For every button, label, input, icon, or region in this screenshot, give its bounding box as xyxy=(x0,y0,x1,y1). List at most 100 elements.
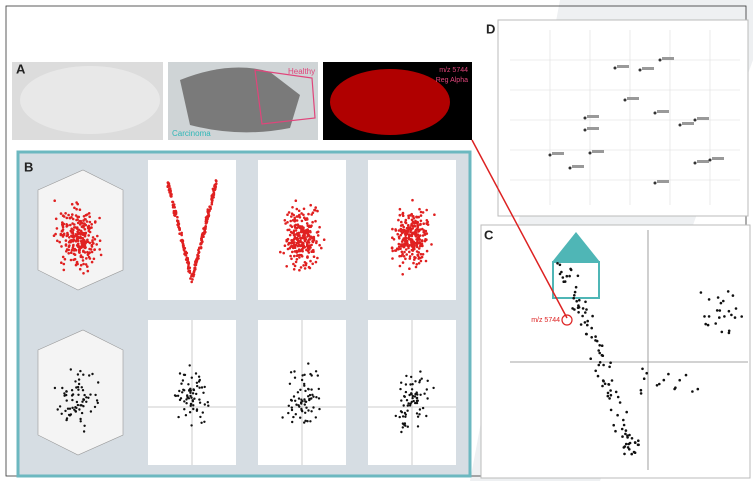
red-dot xyxy=(403,250,406,254)
red-dot xyxy=(308,248,311,251)
point xyxy=(655,384,659,387)
red-dot xyxy=(311,220,314,224)
connector xyxy=(471,139,568,319)
point xyxy=(562,280,565,284)
red-dot xyxy=(176,223,179,227)
black-dot xyxy=(296,391,300,394)
red-dot xyxy=(400,244,403,248)
point xyxy=(626,446,630,449)
black-dot xyxy=(289,371,293,374)
point xyxy=(561,276,565,279)
red-dot xyxy=(402,229,406,233)
red-dot xyxy=(289,254,292,258)
black-dot xyxy=(79,417,82,421)
red-dot xyxy=(392,238,396,241)
black-dot xyxy=(403,411,407,415)
red-dot xyxy=(93,248,96,251)
red-dot xyxy=(400,240,404,243)
point xyxy=(603,382,607,386)
black-dot xyxy=(295,403,298,406)
black-dot xyxy=(287,411,290,415)
point xyxy=(581,307,585,310)
black-dot xyxy=(71,406,74,409)
red-dot xyxy=(200,234,204,237)
red-dot xyxy=(83,228,87,231)
point xyxy=(726,290,730,293)
red-dot xyxy=(80,244,84,247)
point xyxy=(704,322,707,326)
point xyxy=(614,429,617,433)
red-dot xyxy=(403,244,406,248)
red-dot xyxy=(291,250,294,254)
black-dot xyxy=(418,413,421,416)
red-dot xyxy=(82,262,85,266)
point xyxy=(576,274,580,278)
red-dot xyxy=(316,234,320,237)
red-dot xyxy=(417,262,421,265)
black-dot xyxy=(188,364,191,367)
red-dot xyxy=(302,207,306,211)
black-dot xyxy=(66,407,70,410)
red-dot xyxy=(297,231,301,235)
black-dot xyxy=(195,392,198,396)
black-dot xyxy=(58,405,62,408)
red-dot xyxy=(286,237,290,241)
black-dot xyxy=(290,408,294,412)
red-dot xyxy=(176,215,179,219)
red-dot xyxy=(408,250,411,254)
point xyxy=(707,298,711,301)
red-dot xyxy=(417,229,421,233)
red-dot xyxy=(61,225,65,229)
red-dot xyxy=(72,234,75,237)
red-dot xyxy=(74,263,78,267)
black-dot xyxy=(77,393,80,396)
black-dot xyxy=(181,391,184,394)
black-dot xyxy=(179,397,183,400)
red-dot xyxy=(295,258,299,261)
tissue xyxy=(180,67,300,133)
red-dot xyxy=(70,202,74,206)
red-dot xyxy=(411,198,414,202)
black-dot xyxy=(398,415,401,419)
black-dot xyxy=(203,385,206,389)
panel-b: B xyxy=(16,150,472,478)
red-dot xyxy=(64,244,68,247)
red-dot xyxy=(78,232,81,235)
black-dot xyxy=(75,406,78,410)
red-dot xyxy=(287,243,290,246)
black-dot xyxy=(197,375,201,378)
red-dot xyxy=(295,207,299,211)
red-dot xyxy=(61,228,65,231)
red-dot xyxy=(406,224,410,227)
red-dot xyxy=(209,207,212,210)
red-dot xyxy=(68,216,72,220)
red-dot xyxy=(61,255,65,259)
red-dot xyxy=(184,258,188,261)
red-dot xyxy=(74,226,77,229)
red-dot xyxy=(75,201,78,204)
red-dot xyxy=(299,266,303,269)
red-dot xyxy=(297,225,300,228)
red-dot xyxy=(283,219,287,222)
point xyxy=(590,336,593,339)
red-dot xyxy=(206,209,210,212)
red-dot xyxy=(76,218,79,221)
red-dot xyxy=(422,230,426,234)
red-dot xyxy=(416,236,420,239)
red-dot xyxy=(307,212,310,216)
red-dot xyxy=(98,248,101,251)
red-dot xyxy=(425,232,429,235)
black-dot xyxy=(190,424,193,427)
red-dot xyxy=(420,242,424,246)
point xyxy=(633,451,637,455)
black-dot xyxy=(413,395,417,398)
point xyxy=(662,378,666,382)
black-dot xyxy=(307,362,310,365)
red-dot xyxy=(286,228,290,232)
black-dot xyxy=(426,379,429,382)
red-dot xyxy=(181,243,185,247)
black-dot xyxy=(95,399,99,402)
point xyxy=(628,433,631,437)
point xyxy=(548,153,552,157)
point-label xyxy=(587,127,599,130)
